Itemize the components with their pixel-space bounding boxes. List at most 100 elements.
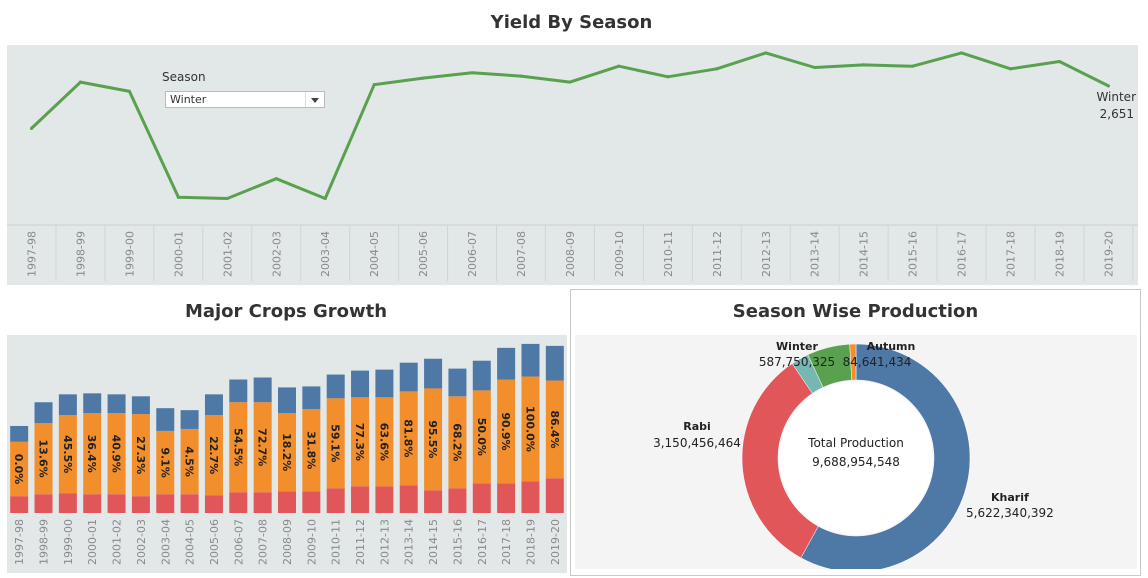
bar-data-label: 27.3% [134,436,147,474]
bar-segment [375,397,394,487]
bar-data-label: 100.0% [523,406,536,452]
bar-data-label: 22.7% [207,436,220,474]
bar-segment [180,428,199,495]
line-end-label-value: 2,651 [1100,107,1134,121]
bar-segment [399,391,418,486]
bar-segment [424,388,443,491]
line-point [959,51,964,55]
bar-segment [326,398,345,489]
bar-x-tick-label: 2019-20 [549,519,562,565]
bar-x-tick-label: 2017-18 [500,519,513,565]
x-tick-label: 2016-17 [956,231,969,277]
bar-segment [302,409,321,492]
bar-segment [34,402,53,424]
line-point [1057,59,1062,64]
bar-data-label: 68.2% [450,423,463,461]
pie-label-value: 587,750,325 [759,355,835,369]
bar-segment [180,410,199,429]
x-tick-label: 2004-05 [368,231,381,277]
bar-data-label: 77.3% [353,423,366,461]
bar-x-tick-label: 2002-03 [135,519,148,565]
bar-segment [107,394,126,414]
bar-x-tick-label: 2015-16 [451,519,464,565]
bar-segment [448,488,467,513]
x-tick-label: 2012-13 [760,231,773,277]
bar-segment [278,413,296,492]
bar-segment [180,494,199,513]
bar-data-label: 31.8% [304,431,317,469]
bar-x-tick-label: 2014-15 [427,519,440,565]
bar-segment [83,413,102,495]
pie-label-value: 84,641,434 [843,355,912,369]
bar-x-tick-label: 2009-10 [305,519,318,565]
bar-x-tick-label: 2008-09 [281,519,294,565]
bar-x-tick-label: 2010-11 [330,519,343,565]
bar-x-tick-label: 2013-14 [403,519,416,565]
bar-data-label: 4.5% [183,446,196,477]
x-tick-label: 2009-10 [613,231,626,277]
bar-data-label: 9.1% [158,447,171,478]
season-filter-dropdown[interactable]: Winter [165,91,325,108]
bar-segment [424,358,443,389]
bar-segment [34,494,53,513]
bar-segment [351,486,370,513]
bar-segment [253,377,272,403]
bar-x-tick-label: 2005-06 [208,519,221,565]
bar-segment [83,494,102,513]
bar-data-label: 63.6% [377,423,390,461]
pie-label-name: Kharif [991,491,1029,504]
bar-data-label: 40.9% [110,435,123,473]
bar-segment [375,369,394,398]
bar-segment [472,483,491,513]
bar-data-label: 0.0% [12,454,25,485]
pie-slice [849,343,857,381]
donut-center-title: Total Production [807,436,904,450]
bar-x-axis-band [7,513,567,573]
line-point [813,65,817,70]
x-tick-label: 2015-16 [907,231,920,277]
x-tick-label: 2019-20 [1102,231,1115,277]
bar-data-label: 86.4% [548,410,561,448]
bar-segment [326,488,345,513]
bar-x-tick-label: 2000-01 [86,519,99,565]
pie-slice [800,343,971,573]
donut-hole [779,381,933,535]
x-axis-band [7,225,1138,285]
chevron-down-icon[interactable] [305,92,324,107]
bar-segment [156,408,175,431]
x-tick-label: 2003-04 [319,231,332,277]
bar-segment [253,492,272,513]
season-filter-label: Season [162,70,206,84]
bar-segment [351,370,370,398]
x-tick-label: 2007-08 [515,231,528,277]
bar-segment [399,485,418,513]
bar-segment [521,343,540,377]
bar-segment [58,415,77,494]
bar-x-tick-label: 2012-13 [378,519,391,565]
bar-segment [10,441,29,497]
bar-segment [375,486,394,513]
line-point [1106,84,1110,88]
bar-segment [399,362,418,392]
bar-segment [472,390,491,484]
bar-segment [497,347,516,380]
bar-chart-panel: 0.0% 1997-98 13.6% 1998-99 45.5% 1999-00 36.4%… [7,335,567,573]
bar-segment [229,402,248,493]
x-tick-label: 2008-09 [564,231,577,277]
bar-segment [326,374,345,399]
x-tick-label: 2006-07 [466,231,479,277]
bar-x-tick-label: 2011-12 [354,519,367,565]
bar-data-label: 36.4% [85,435,98,473]
line-point [274,177,278,181]
line-point [29,126,34,130]
line-point [764,51,768,55]
bar-segment [253,402,272,493]
bar-segment [204,495,223,513]
line-point [1008,67,1013,71]
bar-data-label: 18.2% [280,433,293,471]
bar-x-tick-label: 2003-04 [159,519,172,565]
bar-segment [204,415,223,496]
bar-x-tick-label: 2004-05 [184,519,197,565]
x-tick-label: 2018-19 [1053,231,1066,277]
pie-label-value: 3,150,456,464 [653,436,741,450]
